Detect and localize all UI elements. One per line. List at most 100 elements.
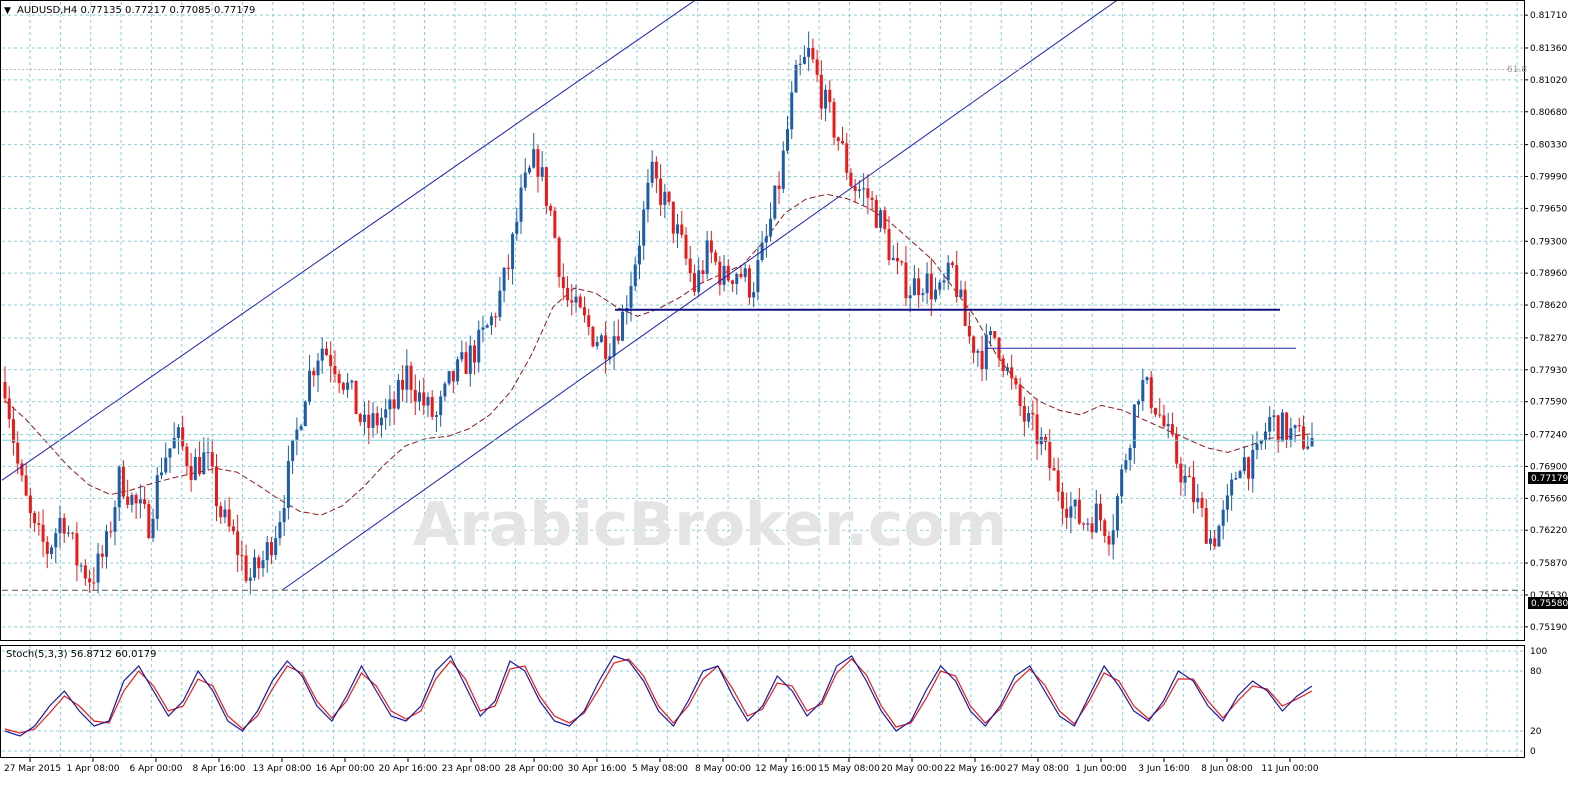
candle-body	[570, 300, 574, 303]
candle-body	[553, 210, 557, 238]
candle-body	[460, 352, 464, 360]
candle-body	[227, 509, 231, 527]
channel-upper-line[interactable]	[1, 0, 712, 481]
candle-body	[777, 185, 781, 189]
candle-body	[1073, 499, 1077, 507]
y-tick-label: 0.77930	[1530, 366, 1567, 376]
candle-body	[1187, 475, 1191, 478]
candle-body	[236, 531, 240, 556]
watermark-text: ArabicBroker.com	[413, 490, 1007, 560]
candle-body	[735, 273, 739, 284]
candle-body	[942, 280, 946, 283]
candle-body	[642, 209, 646, 246]
candle-body	[676, 224, 680, 234]
y-tick-label: 0.80330	[1530, 141, 1567, 151]
candle-body	[409, 365, 413, 390]
candle-body	[155, 475, 159, 519]
candle-body	[121, 467, 125, 497]
y-tick-label: 0.80680	[1530, 108, 1567, 118]
candle-body	[464, 352, 468, 374]
candle-body	[244, 555, 248, 581]
candle-body	[1014, 378, 1018, 385]
candle-body	[802, 56, 806, 64]
fib-label: 61.8	[1507, 65, 1527, 75]
support-price-badge	[1528, 597, 1568, 609]
candle-body	[566, 287, 570, 301]
candle-body	[1111, 530, 1115, 545]
triangle-down-icon[interactable]: ▼	[4, 6, 11, 16]
candle-body	[1217, 525, 1221, 547]
candle-body	[1310, 438, 1314, 447]
candle-body	[422, 392, 426, 406]
candle-body	[726, 265, 730, 281]
candle-body	[667, 191, 671, 202]
candle-body	[544, 167, 548, 206]
y-tick-label: 0.78960	[1530, 269, 1567, 279]
candle-body	[58, 517, 62, 534]
x-tick-label: 1 Apr 08:00	[67, 764, 120, 774]
candle-body	[972, 336, 976, 353]
candle-body	[980, 350, 984, 370]
symbol-info: AUDUSD,H4 0.77135 0.77217 0.77085 0.7717…	[17, 5, 255, 16]
candle-body	[1251, 449, 1255, 479]
candle-body	[993, 331, 997, 338]
y-tick-label: 0.77590	[1530, 398, 1567, 408]
candle-body	[967, 326, 971, 337]
candle-body	[587, 315, 591, 327]
candle-body	[66, 532, 70, 534]
candle-body	[489, 316, 493, 326]
stoch-level-label: 20	[1530, 727, 1542, 737]
candle-body	[536, 149, 540, 177]
candle-body	[7, 398, 11, 420]
candle-body	[202, 452, 206, 475]
candle-body	[473, 345, 477, 363]
candle-body	[955, 265, 959, 297]
candle-body	[1153, 408, 1157, 415]
candle-body	[1200, 498, 1204, 509]
candle-body	[405, 365, 409, 390]
moving-average-line	[4, 193, 1313, 516]
candle-body	[50, 547, 54, 555]
candle-body	[764, 236, 768, 243]
candle-body	[37, 523, 41, 525]
x-tick-label: 1 Jun 00:00	[1075, 764, 1127, 774]
candle-body	[1120, 469, 1124, 497]
x-tick-label: 3 Jun 16:00	[1138, 764, 1190, 774]
candle-body	[1196, 498, 1200, 503]
candle-body	[519, 187, 523, 222]
candle-body	[143, 499, 147, 505]
candle-body	[819, 74, 823, 109]
candle-body	[934, 289, 938, 300]
candle-body	[959, 289, 963, 297]
candle-body	[185, 446, 189, 467]
candle-body	[862, 188, 866, 190]
channel-lower-line[interactable]	[281, 0, 1162, 591]
candle-body	[722, 265, 726, 285]
candle-body	[540, 167, 544, 177]
candle-body	[1069, 506, 1073, 518]
candle-body	[1192, 477, 1196, 503]
candle-body	[1099, 503, 1103, 521]
candle-body	[739, 273, 743, 278]
candle-body	[950, 262, 954, 266]
candle-body	[346, 382, 350, 390]
candle-body	[1082, 523, 1086, 525]
candle-body	[976, 350, 980, 353]
candle-body	[743, 268, 747, 278]
candle-body	[312, 370, 316, 376]
candle-body	[28, 495, 32, 513]
candle-body	[549, 205, 553, 211]
candle-body	[1044, 436, 1048, 443]
y-tick-label: 0.75870	[1530, 559, 1567, 569]
candle-body	[1010, 367, 1014, 379]
candle-body	[578, 296, 582, 308]
candle-body	[511, 233, 515, 270]
candle-body	[1285, 412, 1289, 441]
candle-body	[413, 389, 417, 402]
candle-body	[1280, 412, 1284, 442]
candle-body	[20, 463, 24, 476]
candle-body	[62, 517, 66, 534]
candle-body	[253, 557, 257, 578]
